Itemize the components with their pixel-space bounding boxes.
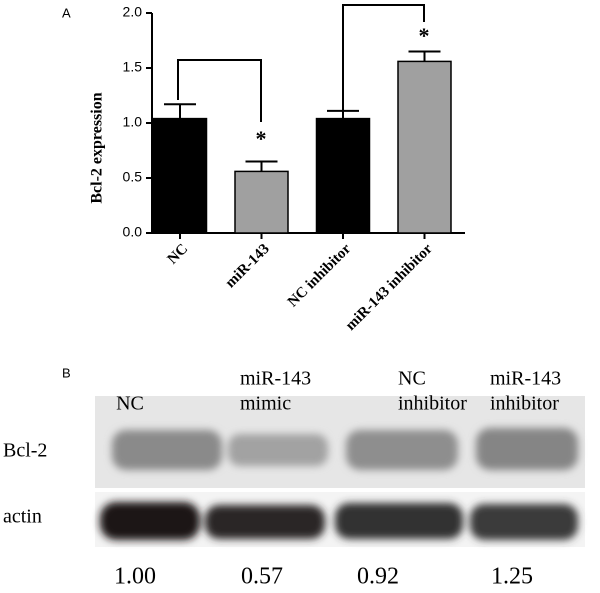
panel-label: A: [62, 5, 71, 20]
blot-labels: NC miR-143 mimic NC inhibitor miR-143 inhibito…: [3, 368, 561, 590]
bar-chart: 0.0 0.5 1.0 1.5 2.0 NC miR-143 NC inhibitormiR-…: [123, 4, 465, 334]
error-bar: [164, 103, 196, 119]
ratio-label: 1.00: [114, 564, 156, 590]
error-bar: [245, 160, 278, 172]
column-label: miR-143: [240, 368, 311, 390]
y-tick-label: 0.0: [123, 224, 143, 240]
significance-bracket: [342, 4, 425, 110]
error-bar: [327, 109, 359, 119]
significance-mark: *: [419, 23, 430, 48]
y-axis-label: Bcl-2 expression: [89, 92, 106, 203]
significance-mark: *: [256, 126, 267, 151]
bar: [397, 60, 452, 234]
x-tick-label: NC: [165, 241, 192, 268]
y-tick-label: 1.0: [123, 114, 143, 130]
y-tick-label: 2.0: [123, 4, 143, 20]
column-label: miR-143: [490, 368, 561, 390]
x-tick-label: miR-143 inhibitor: [343, 241, 436, 334]
column-label: NC: [116, 393, 144, 415]
x-tick-label: NC inhibitor: [285, 241, 355, 311]
significance-bracket: [177, 59, 262, 122]
row-label: Bcl-2: [3, 440, 47, 462]
blot-image: [95, 396, 585, 547]
y-tick-label: 1.5: [123, 59, 143, 75]
bar: [315, 117, 371, 234]
column-label: mimic: [240, 393, 291, 415]
y-tick-label: 0.5: [123, 169, 143, 185]
ratio-label: 0.57: [241, 564, 283, 590]
bar: [234, 170, 289, 234]
x-tick-label: miR-143: [223, 241, 273, 291]
column-label: inhibitor: [490, 393, 559, 415]
ratio-label: 1.25: [491, 564, 533, 590]
bar: [152, 117, 208, 234]
ratio-label: 0.92: [357, 564, 399, 590]
row-label: actin: [3, 506, 42, 528]
column-label: inhibitor: [398, 393, 467, 415]
error-bar: [408, 50, 441, 62]
column-label: NC: [398, 368, 426, 390]
panel-label: B: [62, 365, 71, 380]
